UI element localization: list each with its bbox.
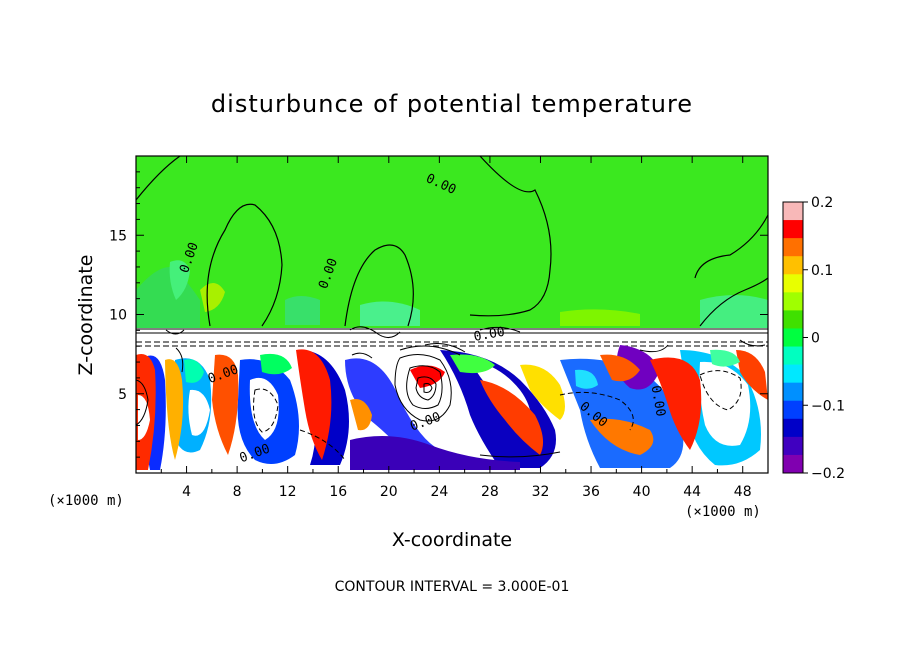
y-tick-label: 5: [118, 387, 127, 403]
x-tick-label: 40: [633, 484, 651, 500]
colorbar-swatch: [783, 328, 803, 348]
x-tick-label: 24: [430, 484, 448, 500]
x-unit-label-right: (×1000 m): [685, 504, 761, 520]
colorbar-swatch: [783, 202, 803, 221]
x-tick-label: 32: [532, 484, 550, 500]
x-tick-label: 8: [233, 484, 242, 500]
x-axis-ticks: 4 8 12 16 20 24 28 32 36 40 44 48: [160, 156, 752, 500]
colorbar-swatch: [783, 274, 803, 293]
x-unit-label-left: (×1000 m): [48, 493, 124, 509]
colorbar-swatch: [783, 310, 803, 329]
y-tick-label: 10: [109, 308, 127, 324]
colorbar-swatch: [783, 238, 803, 257]
colorbar-swatch: [783, 436, 803, 456]
contour-label: 0.00: [648, 384, 668, 417]
colorbar-tick-label: −0.1: [811, 398, 845, 414]
x-tick-label: 48: [734, 484, 752, 500]
x-tick-label: 20: [380, 484, 398, 500]
boundary-layer: [136, 328, 768, 348]
contour-label: 0.00: [473, 325, 506, 345]
lower-field: [136, 345, 768, 473]
x-tick-label: 4: [182, 484, 191, 500]
x-axis-label: X-coordinate: [392, 529, 512, 551]
chart-title: disturbunce of potential temperature: [211, 90, 693, 118]
colorbar-tick-label: 0.1: [811, 263, 833, 279]
x-tick-label: 12: [279, 484, 297, 500]
colorbar: 0.2 0.1 0 −0.1 −0.2: [782, 195, 845, 482]
y-axis-ticks: 5 10 15: [109, 171, 768, 458]
colorbar-tick-label: 0.2: [811, 195, 833, 211]
colorbar-swatch: [783, 292, 803, 311]
colorbar-swatch: [783, 454, 803, 474]
y-tick-label: 15: [109, 228, 127, 244]
colorbar-swatch: [783, 346, 803, 366]
colorbar-swatch: [783, 418, 803, 438]
x-tick-label: 44: [683, 484, 701, 500]
colorbar-swatch: [783, 220, 803, 239]
colorbar-swatch: [783, 400, 803, 420]
colorbar-tick-label: 0: [811, 331, 820, 347]
colorbar-tick-label: −0.2: [811, 466, 845, 482]
x-tick-label: 28: [481, 484, 499, 500]
x-tick-label: 36: [582, 484, 600, 500]
lower-contours: [136, 326, 766, 461]
upper-field: [136, 260, 768, 330]
colorbar-swatch: [783, 364, 803, 384]
upper-contours: [136, 156, 768, 327]
colorbar-swatch: [783, 256, 803, 275]
colorbar-swatch: [783, 382, 803, 402]
plot-area: 0.000.00 0.000.000.000.000.000.00 0.00: [136, 156, 768, 473]
x-tick-label: 16: [329, 484, 347, 500]
contour-interval-note: CONTOUR INTERVAL = 3.000E-01: [335, 579, 570, 595]
y-axis-label: Z-coordinate: [75, 255, 97, 376]
